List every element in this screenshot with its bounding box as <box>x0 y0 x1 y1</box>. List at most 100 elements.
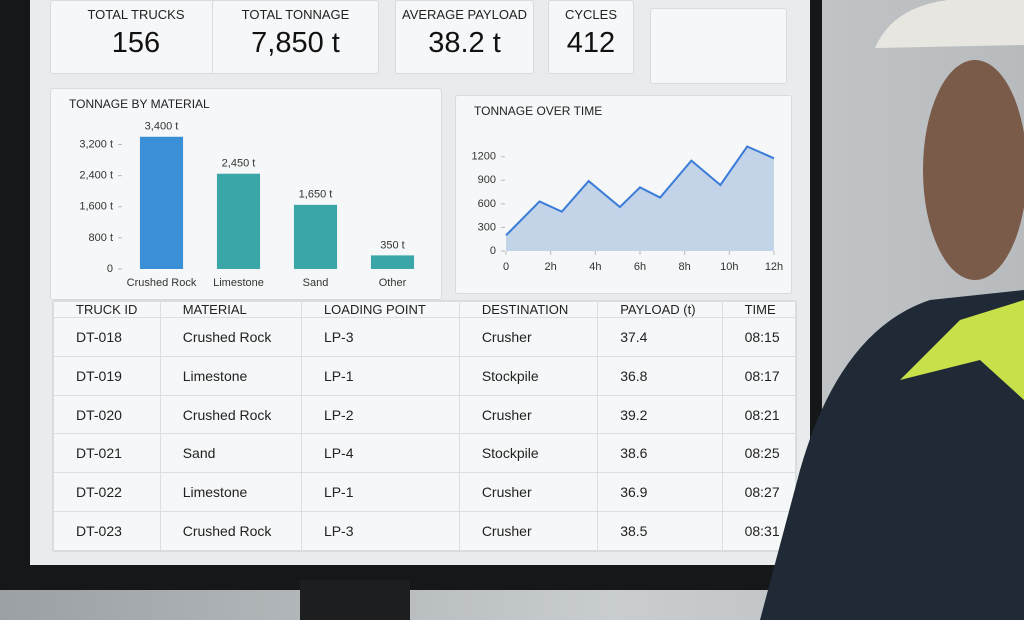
table-row: DT-023 Crushed Rock LP-3 Crusher 38.5 08:31 <box>53 511 797 551</box>
x-tick-label: 6h <box>634 261 646 273</box>
value-label: 1,650 t <box>299 189 333 201</box>
x-tick-label: 4h <box>589 261 601 273</box>
table-row: DT-022 Limestone LP-1 Crusher 36.9 08:27 <box>53 472 797 513</box>
table-cell: Stockpile <box>458 355 599 396</box>
x-tick-label: Sand <box>303 277 329 289</box>
y-tick-label: 800 t <box>89 232 113 244</box>
table-cell: Crushed Rock <box>159 317 302 357</box>
table-row: DT-021 Sand LP-4 Stockpile 38.6 08:25 <box>53 433 797 474</box>
x-tick-label: Other <box>379 277 407 289</box>
column-header: TIME <box>721 301 797 318</box>
bar <box>216 173 261 269</box>
x-tick-label: 2h <box>545 261 557 273</box>
safety-vest <box>900 300 1024 400</box>
y-tick-label: 300 <box>478 221 496 233</box>
kpi-label: TOTAL TONNAGE <box>241 7 350 22</box>
line <box>505 145 775 236</box>
y-tick-label: 0 <box>490 245 496 257</box>
table-cell: 38.6 <box>597 433 723 474</box>
monitor-stand <box>300 580 410 620</box>
table-cell: Crusher <box>458 394 599 435</box>
chart: TONNAGE OVER TIME 0 300 600 900 1200 0 2h 4h 6h 8h… <box>472 104 784 273</box>
table-panel: TRUCK ID MATERIAL LOADING POINT DESTINATION… <box>52 300 797 552</box>
x-tick-label: 12h <box>765 261 783 273</box>
bar-panel: TONNAGE BY MATERIAL 0 800 t 1,600 t 2,400 t 3… <box>50 88 442 300</box>
table-cell: LP-4 <box>300 433 460 474</box>
bar <box>370 255 415 269</box>
empty-card <box>650 8 787 84</box>
y-tick-label: 1,600 t <box>79 201 113 213</box>
column-header: TRUCK ID <box>53 301 161 318</box>
area-fill <box>506 146 774 251</box>
table-row: DT-019 Limestone LP-1 Stockpile 36.8 08:17 <box>53 355 797 396</box>
chart-title: TONNAGE BY MATERIAL <box>69 97 210 111</box>
value-label: 350 t <box>380 239 404 251</box>
value-label: 3,400 t <box>145 121 179 133</box>
screen: TOTAL TRUCKS 156 TOTAL TONNAGE 7,850 t AVERA… <box>30 0 810 565</box>
table-cell: 37.4 <box>597 317 723 357</box>
table-cell: 08:21 <box>721 394 797 435</box>
table-cell: 08:31 <box>721 511 797 551</box>
table-cell: DT-020 <box>53 394 161 435</box>
y-tick-label: 2,400 t <box>79 170 113 182</box>
table-cell: LP-2 <box>300 394 460 435</box>
x-tick-label: Crushed Rock <box>127 277 197 289</box>
column-header: MATERIAL <box>159 301 302 318</box>
table-row: DT-018 Crushed Rock LP-3 Crusher 37.4 08:15 <box>53 317 797 357</box>
kpi-value: 156 <box>111 27 161 59</box>
kpi-card: AVERAGE PAYLOAD 38.2 t <box>395 0 534 74</box>
chart-title: TONNAGE OVER TIME <box>474 104 602 118</box>
y-tick-label: 600 <box>478 198 496 210</box>
table-cell: 08:25 <box>721 433 797 474</box>
x-tick-label: 0 <box>503 261 509 273</box>
table-cell: DT-018 <box>53 317 161 357</box>
table-cell: Stockpile <box>458 433 599 474</box>
table-cell: Limestone <box>159 472 302 513</box>
table-cell: DT-022 <box>53 472 161 513</box>
x-tick-label: 10h <box>720 261 738 273</box>
table-cell: DT-019 <box>53 355 161 396</box>
table-row: DT-020 Crushed Rock LP-2 Crusher 39.2 08:21 <box>53 394 797 435</box>
table-cell: Crusher <box>458 317 599 357</box>
kpi-card: TOTAL TONNAGE 7,850 t <box>212 0 379 74</box>
kpi-label: AVERAGE PAYLOAD <box>402 7 527 22</box>
x-tick-label: Limestone <box>213 277 264 289</box>
bar <box>293 204 338 269</box>
column-header: DESTINATION <box>458 301 599 318</box>
table-cell: LP-1 <box>300 355 460 396</box>
table-cell: DT-021 <box>53 433 161 474</box>
line-panel: TONNAGE OVER TIME 0 300 600 900 1200 0 2h 4h 6h 8h… <box>455 95 792 294</box>
table-cell: 08:17 <box>721 355 797 396</box>
x-tick-label: 8h <box>679 261 691 273</box>
kpi-label: TOTAL TRUCKS <box>87 7 185 22</box>
person-body <box>760 290 1024 620</box>
kpi-card: TOTAL TRUCKS 156 <box>50 0 222 74</box>
kpi-value: 38.2 t <box>428 27 501 59</box>
value-label: 2,450 t <box>222 158 256 170</box>
y-tick-label: 1200 <box>472 151 496 163</box>
table-cell: 08:15 <box>721 317 797 357</box>
person-head <box>923 60 1024 280</box>
table-cell: Crushed Rock <box>159 511 302 551</box>
kpi-card: CYCLES 412 <box>548 0 634 74</box>
table-cell: Crusher <box>458 511 599 551</box>
chart: TONNAGE BY MATERIAL 0 800 t 1,600 t 2,400 t 3… <box>69 97 415 289</box>
table-cell: LP-3 <box>300 511 460 551</box>
y-tick-label: 900 <box>478 174 496 186</box>
kpi-value: 7,850 t <box>251 27 340 59</box>
table-cell: DT-023 <box>53 511 161 551</box>
kpi-value: 412 <box>566 27 616 59</box>
truck-table: TRUCK ID MATERIAL LOADING POINT DESTINATION… <box>53 301 797 551</box>
table-cell: 36.8 <box>597 355 723 396</box>
y-tick-label: 3,200 t <box>79 138 113 150</box>
y-tick-label: 0 <box>107 263 113 275</box>
table-cell: 08:27 <box>721 472 797 513</box>
table-cell: Crushed Rock <box>159 394 302 435</box>
bar <box>139 136 184 269</box>
kpi-label: CYCLES <box>564 7 618 22</box>
table-cell: Sand <box>159 433 302 474</box>
table-cell: Limestone <box>159 355 302 396</box>
hard-hat <box>875 0 1024 48</box>
